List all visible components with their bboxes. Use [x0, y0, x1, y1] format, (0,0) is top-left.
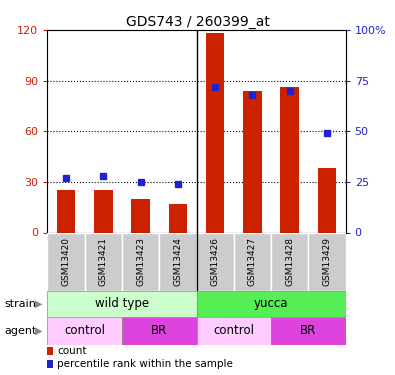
Text: BR: BR	[151, 324, 167, 338]
Bar	[243, 91, 262, 232]
Bar	[271, 232, 308, 291]
Bar	[159, 232, 197, 291]
Text: GDS743 / 260399_at: GDS743 / 260399_at	[126, 15, 269, 29]
Bar	[197, 317, 271, 345]
Text: GSM13421: GSM13421	[99, 237, 108, 286]
Bar	[197, 232, 234, 291]
Bar	[169, 204, 187, 232]
Bar	[122, 317, 197, 345]
Text: ▶: ▶	[35, 299, 42, 309]
Bar	[47, 232, 85, 291]
Text: agent: agent	[4, 326, 36, 336]
Text: yucca: yucca	[254, 297, 288, 310]
Text: control: control	[64, 324, 105, 338]
Text: ▶: ▶	[35, 326, 42, 336]
Text: GSM13429: GSM13429	[322, 237, 331, 286]
Text: GSM13423: GSM13423	[136, 237, 145, 286]
Text: BR: BR	[300, 324, 316, 338]
Bar	[47, 291, 197, 317]
Bar	[197, 291, 346, 317]
Text: percentile rank within the sample: percentile rank within the sample	[57, 359, 233, 369]
Bar	[57, 190, 75, 232]
Text: count: count	[57, 346, 87, 355]
Bar	[94, 190, 113, 232]
Text: control: control	[213, 324, 254, 338]
Bar	[318, 168, 336, 232]
Text: GSM13427: GSM13427	[248, 237, 257, 286]
Bar	[280, 87, 299, 232]
Bar	[122, 232, 159, 291]
Bar	[131, 199, 150, 232]
Bar	[234, 232, 271, 291]
Bar	[206, 33, 224, 232]
Bar	[47, 317, 122, 345]
Text: GSM13420: GSM13420	[62, 237, 71, 286]
Bar	[308, 232, 346, 291]
Text: wild type: wild type	[95, 297, 149, 310]
Text: strain: strain	[4, 299, 36, 309]
Bar	[85, 232, 122, 291]
Text: GSM13426: GSM13426	[211, 237, 220, 286]
Text: GSM13424: GSM13424	[173, 237, 182, 286]
Bar	[271, 317, 346, 345]
Text: GSM13428: GSM13428	[285, 237, 294, 286]
